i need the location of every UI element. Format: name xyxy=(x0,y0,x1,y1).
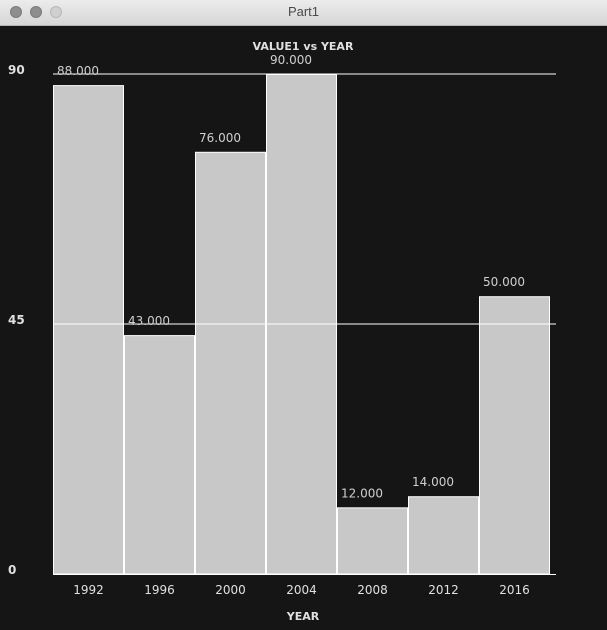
x-tick-label-2012: 2012 xyxy=(428,583,459,597)
bar-1992 xyxy=(53,85,124,575)
x-tick-label-1992: 1992 xyxy=(73,583,104,597)
bar-2016 xyxy=(479,296,550,575)
x-tick-label-1996: 1996 xyxy=(144,583,175,597)
chart-title: VALUE1 vs YEAR xyxy=(253,40,354,53)
bar-2008 xyxy=(337,507,408,575)
value-label-2004: 90.000 xyxy=(270,53,312,67)
value-label-1996: 43.000 xyxy=(128,314,170,328)
bar-chart: VALUE1 vs YEAR YEAR 88.000 43.000 76.000 90… xyxy=(8,40,556,623)
value-label-1992: 88.000 xyxy=(57,64,99,78)
value-labels: 88.000 43.000 76.000 90.000 12.000 14.000 50.0… xyxy=(57,53,525,500)
bar-2000 xyxy=(195,151,266,575)
grid-lines-over-bars xyxy=(53,73,556,325)
x-tick-label-2016: 2016 xyxy=(499,583,530,597)
x-axis-label: YEAR xyxy=(286,610,320,623)
bar-2012 xyxy=(408,496,479,575)
x-tick-label-2004: 2004 xyxy=(286,583,317,597)
value-label-2016: 50.000 xyxy=(483,275,525,289)
title-bar[interactable]: Part1 xyxy=(0,0,607,26)
close-window-button[interactable] xyxy=(10,6,22,18)
bar-1996 xyxy=(124,335,195,575)
y-tick-label-45: 45 xyxy=(8,313,25,327)
window-title: Part1 xyxy=(287,4,320,19)
x-tick-label-2008: 2008 xyxy=(357,583,388,597)
value-label-2008: 12.000 xyxy=(341,486,383,500)
minimize-window-button[interactable] xyxy=(30,6,42,18)
value-label-2012: 14.000 xyxy=(412,475,454,489)
value-label-2000: 76.000 xyxy=(199,131,241,145)
y-tick-label-0: 0 xyxy=(8,563,16,577)
x-tick-label-2000: 2000 xyxy=(215,583,246,597)
zoom-window-button[interactable] xyxy=(50,6,62,18)
axes: 1992 1996 2000 2004 2008 2012 2016 0 45 90 xyxy=(8,63,556,597)
y-tick-label-90: 90 xyxy=(8,63,25,77)
